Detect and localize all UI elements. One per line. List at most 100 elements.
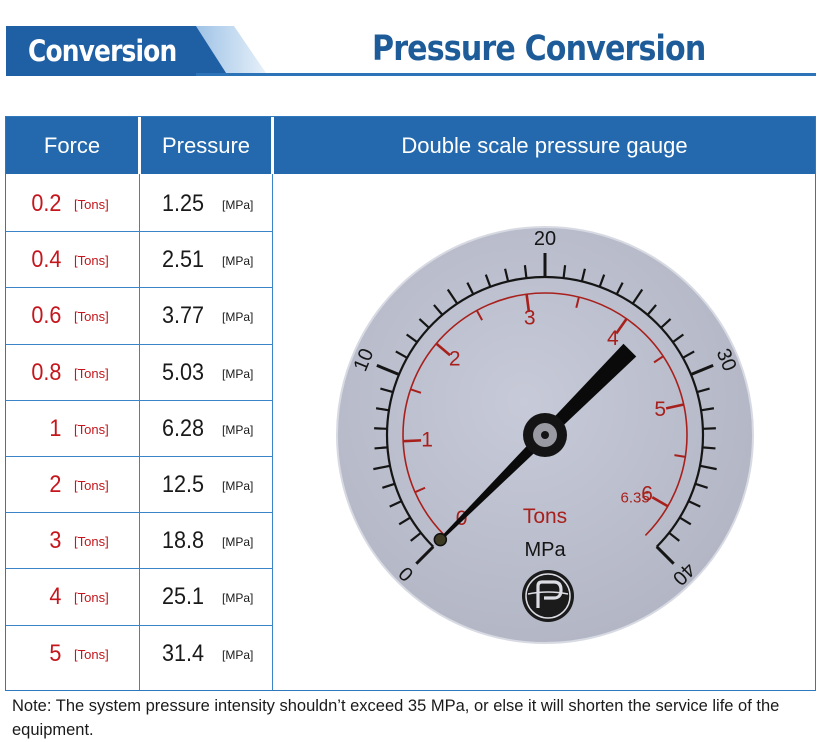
pressure-value: 3.77: [162, 302, 205, 330]
force-unit: [Tons]: [74, 309, 109, 325]
force-value: 4: [48, 583, 61, 611]
pressure-unit: [MPa]: [222, 535, 254, 550]
force-unit: [Tons]: [74, 646, 109, 662]
mpa-tick: [382, 482, 396, 489]
section-tab-shape: [6, 26, 266, 76]
pressure-unit: [MPa]: [222, 366, 254, 381]
section-tab-label: Conversion: [28, 34, 177, 68]
pressure-value: 2.51: [162, 246, 205, 274]
pressure-value: 6.28: [162, 414, 205, 442]
tons-scale-label: 6: [641, 483, 653, 506]
force-cell: 4 [Tons]: [6, 569, 139, 624]
mpa-tick: [415, 545, 435, 565]
table-row: 1 [Tons] 6.28 [MPa]: [6, 401, 272, 457]
tons-tick: [403, 439, 422, 443]
mpa-tick: [694, 482, 708, 489]
tons-scale-label: 3: [524, 306, 536, 329]
tons-scale-end-label: 6.35: [621, 490, 650, 507]
pressure-cell: 25.1 [MPa]: [140, 569, 272, 624]
pressure-value: 31.4: [162, 639, 205, 667]
tons-tick: [435, 342, 451, 357]
mpa-tick: [398, 516, 411, 526]
pressure-cell: 3.77 [MPa]: [140, 288, 272, 343]
force-cell: 1 [Tons]: [6, 401, 139, 456]
pressure-unit: [MPa]: [222, 198, 254, 212]
pressure-unit: [MPa]: [222, 478, 254, 493]
mpa-tick: [668, 531, 680, 542]
tons-tick: [414, 486, 426, 494]
pressure-value: 25.1: [162, 583, 205, 611]
mpa-tick: [466, 282, 475, 295]
header-divider: [196, 73, 816, 76]
mpa-tick: [380, 387, 394, 394]
mpa-tick: [446, 288, 459, 305]
mpa-tick: [655, 545, 675, 565]
tons-scale-label: 2: [449, 348, 461, 371]
conversion-table: Force Pressure Double scale pressure gau…: [5, 116, 816, 691]
force-cell: 2 [Tons]: [6, 457, 139, 512]
force-unit: [Tons]: [74, 421, 109, 437]
force-value: 1: [48, 414, 61, 442]
mpa-tick: [702, 427, 716, 430]
tons-unit-label: Tons: [523, 505, 567, 528]
column-divider: [139, 174, 140, 690]
mpa-unit-label: MPa: [524, 539, 566, 561]
force-unit: [Tons]: [74, 590, 109, 606]
mpa-tick: [562, 265, 567, 279]
mpa-tick: [688, 500, 701, 508]
force-cell: 0.2 [Tons]: [6, 176, 139, 231]
gauge-needle-pivot: [541, 431, 549, 439]
table-row: 0.2 [Tons] 1.25 [MPa]: [6, 176, 272, 233]
mpa-tick: [660, 318, 672, 329]
mpa-tick: [631, 288, 644, 305]
table-row: 0.6 [Tons] 3.77 [MPa]: [6, 288, 272, 345]
mpa-tick: [682, 350, 695, 359]
mpa-tick: [375, 407, 390, 412]
mpa-scale-arc: [385, 275, 705, 548]
mpa-tick: [598, 274, 606, 288]
column-header-force: Force: [6, 117, 138, 174]
force-cell: 3 [Tons]: [6, 513, 139, 568]
mpa-tick: [389, 500, 402, 508]
tons-tick: [665, 403, 684, 410]
force-cell: 0.6 [Tons]: [6, 288, 139, 343]
table-row: 4 [Tons] 25.1 [MPa]: [6, 569, 272, 626]
tons-tick: [674, 454, 686, 458]
table-row: 0.4 [Tons] 2.51 [MPa]: [6, 232, 272, 289]
mpa-tick: [580, 268, 586, 282]
tons-tick: [575, 296, 580, 309]
pressure-value: 12.5: [162, 470, 205, 498]
force-value: 0.4: [30, 246, 61, 274]
mpa-tick: [615, 282, 624, 295]
gauge-needle-tip: [433, 532, 448, 547]
force-unit: [Tons]: [74, 253, 109, 269]
mpa-tick: [504, 268, 510, 282]
force-cell: 5 [Tons]: [6, 626, 139, 682]
force-unit: [Tons]: [74, 534, 109, 550]
force-value: 0.8: [30, 358, 61, 386]
pressure-cell: 5.03 [MPa]: [140, 345, 272, 400]
pressure-value: 5.03: [162, 358, 205, 386]
gauge-rim: [336, 226, 754, 644]
footnote: Note: The system pressure intensity shou…: [12, 694, 812, 742]
tons-tick: [475, 309, 483, 321]
mpa-tick: [395, 350, 408, 359]
pressure-cell: 12.5 [MPa]: [140, 457, 272, 512]
table-row: 3 [Tons] 18.8 [MPa]: [6, 513, 272, 570]
gauge-brand-logo: [522, 570, 574, 622]
force-value: 0.2: [30, 190, 61, 217]
force-unit: [Tons]: [74, 365, 109, 381]
mpa-tick: [700, 407, 715, 412]
mpa-tick: [406, 333, 418, 344]
mpa-tick: [523, 265, 528, 279]
pressure-unit: [MPa]: [222, 254, 254, 269]
pressure-cell: 2.51 [MPa]: [140, 232, 272, 287]
footnote-label: Note:: [12, 697, 52, 715]
pressure-cell: 31.4 [MPa]: [140, 626, 272, 682]
tons-scale-label: 5: [654, 398, 666, 421]
column-divider: [272, 174, 273, 690]
column-header-gauge: Double scale pressure gauge: [274, 117, 815, 174]
tons-tick: [653, 355, 664, 364]
tons-tick: [615, 318, 628, 335]
